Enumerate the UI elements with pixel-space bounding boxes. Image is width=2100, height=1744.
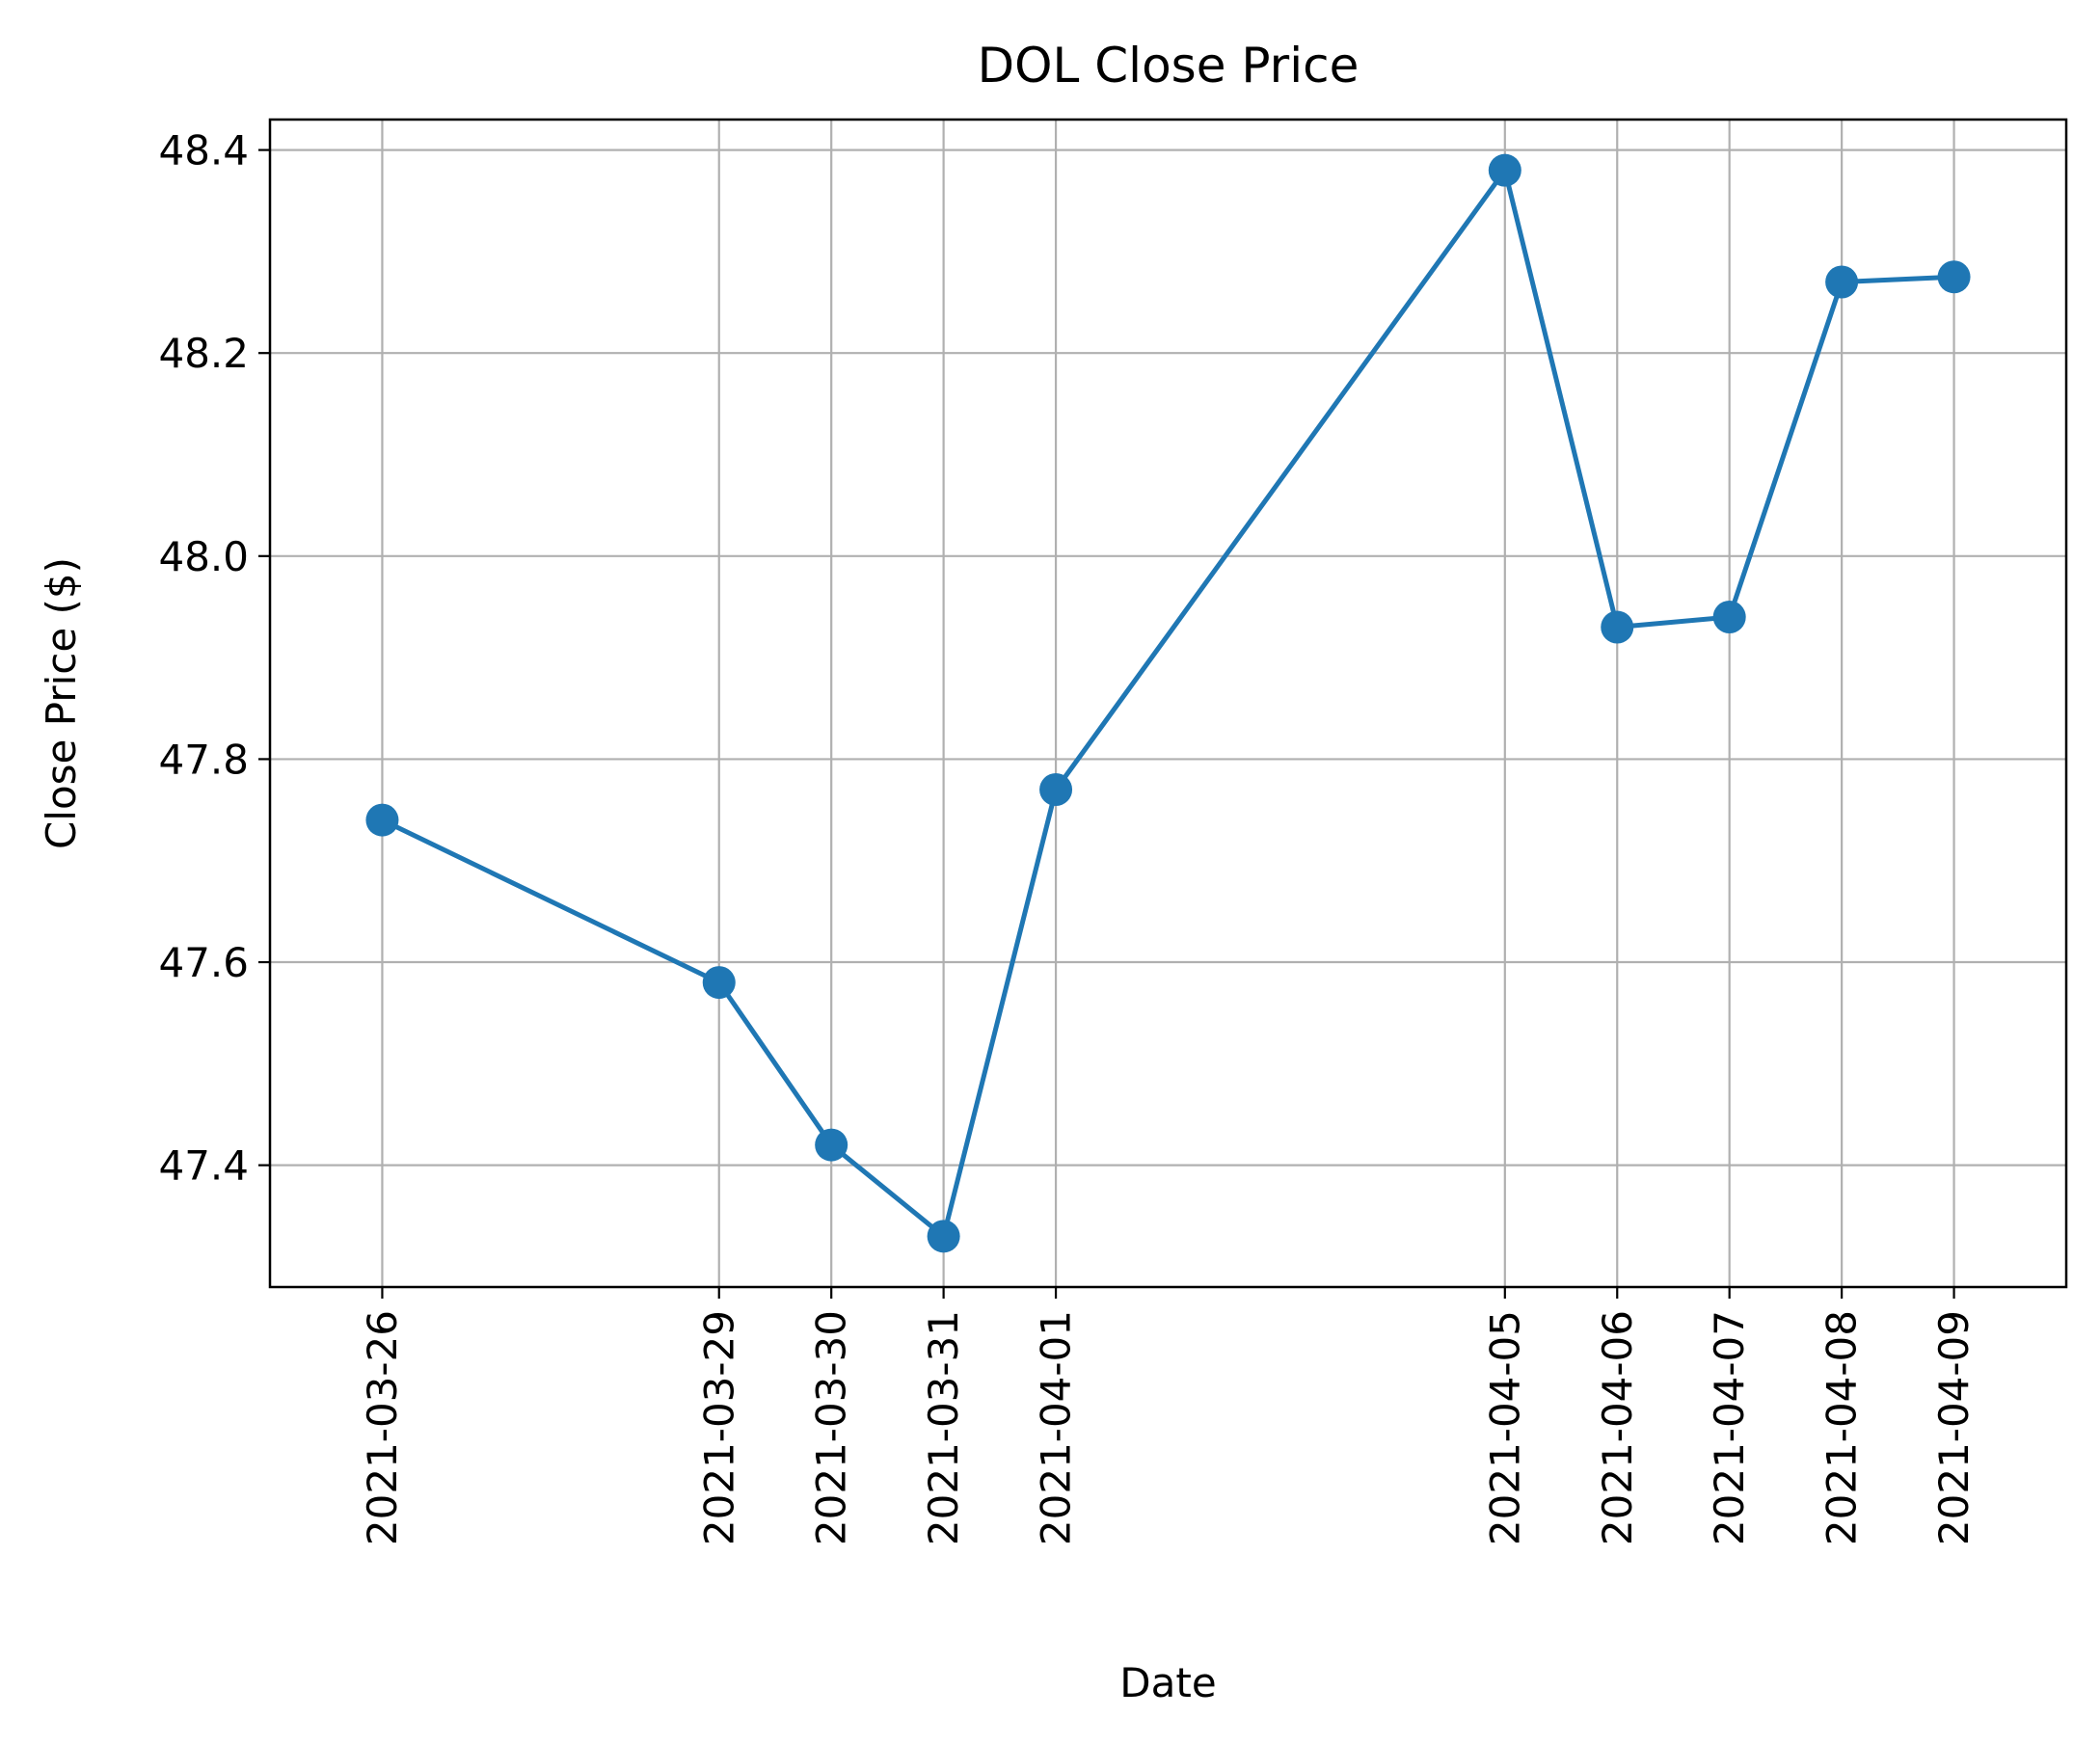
- y-tick-label: 48.4: [158, 127, 249, 174]
- y-tick-label: 47.4: [158, 1142, 249, 1190]
- data-point: [1601, 610, 1634, 644]
- x-tick-label: 2021-03-26: [359, 1310, 406, 1545]
- data-point: [702, 966, 736, 1000]
- y-tick-label: 48.0: [158, 533, 249, 580]
- y-tick-label: 48.2: [158, 330, 249, 377]
- data-point: [1039, 773, 1073, 807]
- data-point: [927, 1220, 960, 1253]
- data-point: [1825, 265, 1859, 299]
- grid: [270, 120, 2066, 1287]
- data-point: [365, 803, 399, 837]
- plot-frame: [268, 118, 2068, 1289]
- x-tick-label: 2021-04-06: [1594, 1310, 1641, 1545]
- data-point: [1937, 260, 1971, 294]
- x-tick-label: 2021-04-01: [1033, 1310, 1080, 1545]
- x-tick-label: 2021-03-29: [695, 1310, 742, 1545]
- y-tick-label: 47.8: [158, 736, 249, 783]
- series-line: [381, 168, 1954, 1239]
- y-tick-label: 47.6: [158, 939, 249, 986]
- x-tick-label: 2021-03-30: [808, 1310, 855, 1545]
- x-tick-label: 2021-04-09: [1930, 1310, 1978, 1545]
- data-point: [1488, 153, 1521, 187]
- y-axis-label: Close Price ($): [38, 557, 85, 849]
- ticks: 47.4 47.6 47.8 48.0 48.2 48.4 2021-03-26 2021-0…: [158, 127, 1978, 1546]
- x-tick-label: 2021-04-08: [1818, 1310, 1866, 1545]
- data-point: [815, 1128, 848, 1162]
- x-axis-label: Date: [1119, 1659, 1216, 1706]
- data-point: [1712, 600, 1746, 633]
- x-tick-label: 2021-04-05: [1481, 1310, 1528, 1545]
- chart-title: DOL Close Price: [978, 38, 1360, 94]
- series-layer: [365, 153, 1971, 1253]
- x-tick-label: 2021-03-31: [920, 1310, 967, 1545]
- x-tick-label: 2021-04-07: [1706, 1310, 1753, 1545]
